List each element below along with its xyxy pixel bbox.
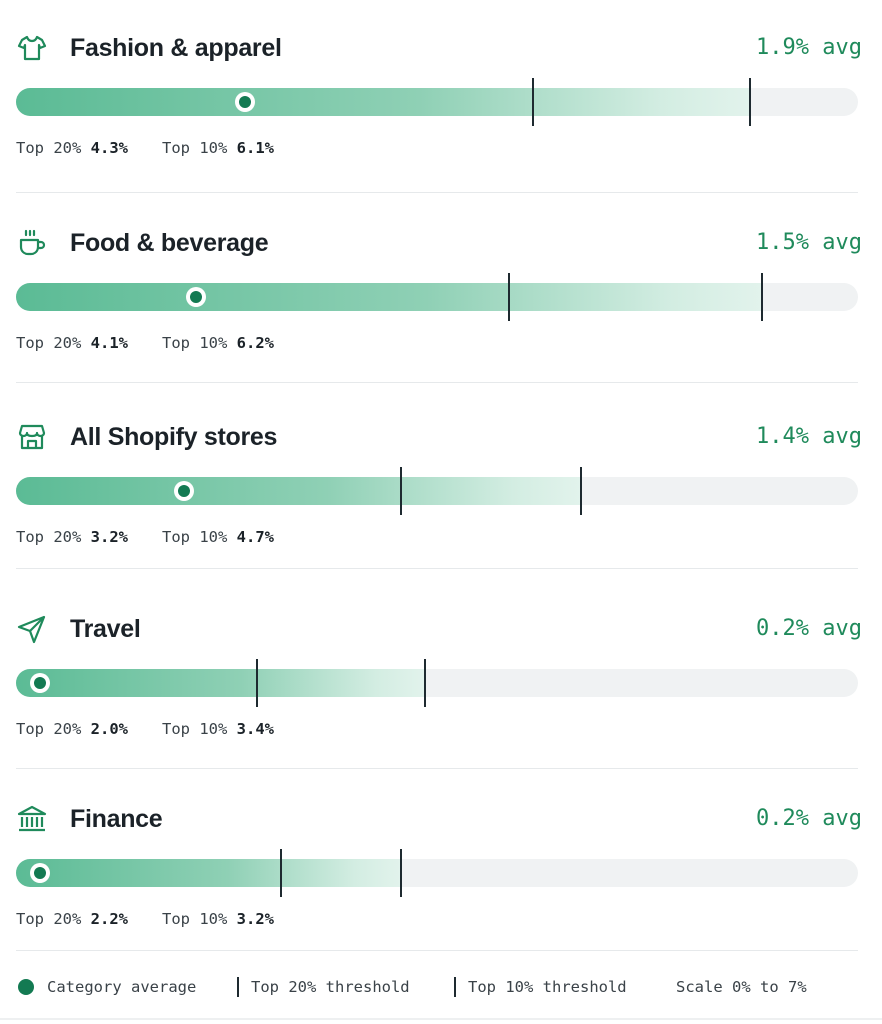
legend-top10-label: Top 10% threshold: [468, 978, 627, 996]
threshold-stats: Top 20% 3.2% Top 10% 4.7%: [16, 527, 274, 547]
average-marker: [30, 673, 51, 693]
top10-caption: Top 10%: [162, 910, 228, 928]
top20-value: 2.0%: [90, 720, 128, 738]
top10-caption: Top 10%: [162, 334, 228, 352]
top10-threshold-mark: [423, 659, 426, 707]
top10-threshold-mark: [580, 467, 583, 515]
threshold-stats: Top 20% 4.3% Top 10% 6.1%: [16, 138, 274, 158]
legend-average-swatch: [18, 979, 34, 995]
top10-value: 3.2%: [236, 910, 274, 928]
top10-value: 3.4%: [236, 720, 274, 738]
bar-track: [16, 659, 858, 707]
bar-track: [16, 273, 858, 321]
top20-threshold-mark: [532, 78, 535, 126]
top20-caption: Top 20%: [16, 334, 82, 352]
legend-average-label: Category average: [47, 978, 197, 996]
threshold-stats: Top 20% 4.1% Top 10% 6.2%: [16, 333, 274, 353]
average-label: 1.9% avg: [756, 35, 862, 60]
top10-value: 6.1%: [236, 139, 274, 157]
legend-scale-label: Scale 0% to 7%: [676, 978, 807, 996]
average-marker: [174, 481, 195, 501]
bar-track: [16, 849, 858, 897]
average-marker: [186, 287, 207, 307]
top10-threshold-mark: [760, 273, 763, 321]
bar-fill: [16, 283, 762, 311]
top10-caption: Top 10%: [162, 139, 228, 157]
row-divider: [16, 192, 858, 193]
row-divider: [16, 568, 858, 569]
bar-fill: [16, 477, 582, 505]
bar-fill: [16, 859, 401, 887]
bar-track: [16, 78, 858, 126]
top20-caption: Top 20%: [16, 910, 82, 928]
legend: Category average Top 20% threshold Top 1…: [16, 976, 866, 998]
cup-icon: [16, 227, 48, 259]
category-name: Travel: [70, 615, 141, 643]
average-label: 0.2% avg: [756, 616, 862, 641]
top10-caption: Top 10%: [162, 528, 228, 546]
bar-fill: [16, 669, 425, 697]
row-divider: [16, 768, 858, 769]
row-divider: [16, 950, 858, 951]
threshold-stats: Top 20% 2.2% Top 10% 3.2%: [16, 909, 274, 929]
bank-icon: [16, 803, 48, 835]
legend-top10-swatch: [454, 977, 456, 997]
top20-threshold-mark: [255, 659, 258, 707]
paper-plane-icon: [16, 613, 48, 645]
category-name: Food & beverage: [70, 229, 269, 257]
top20-threshold-mark: [508, 273, 511, 321]
category-name: All Shopify stores: [70, 423, 278, 451]
top10-value: 4.7%: [236, 528, 274, 546]
average-label: 0.2% avg: [756, 806, 862, 831]
average-label: 1.5% avg: [756, 230, 862, 255]
top20-value: 4.1%: [90, 334, 128, 352]
category-name: Finance: [70, 805, 163, 833]
bar-fill: [16, 88, 750, 116]
top20-caption: Top 20%: [16, 139, 82, 157]
average-marker: [30, 863, 51, 883]
top20-caption: Top 20%: [16, 528, 82, 546]
average-label: 1.4% avg: [756, 424, 862, 449]
storefront-icon: [16, 421, 48, 453]
average-marker: [234, 92, 255, 112]
category-name: Fashion & apparel: [70, 34, 282, 62]
top20-value: 4.3%: [90, 139, 128, 157]
bar-track: [16, 467, 858, 515]
top10-value: 6.2%: [236, 334, 274, 352]
top20-threshold-mark: [399, 467, 402, 515]
bottom-border: [0, 1018, 882, 1020]
top10-threshold-mark: [399, 849, 402, 897]
threshold-stats: Top 20% 2.0% Top 10% 3.4%: [16, 719, 274, 739]
top20-value: 2.2%: [90, 910, 128, 928]
top10-caption: Top 10%: [162, 720, 228, 738]
row-divider: [16, 382, 858, 383]
shirt-icon: [16, 32, 48, 64]
legend-top20-label: Top 20% threshold: [251, 978, 410, 996]
legend-top20-swatch: [237, 977, 239, 997]
top20-threshold-mark: [279, 849, 282, 897]
top10-threshold-mark: [748, 78, 751, 126]
top20-caption: Top 20%: [16, 720, 82, 738]
top20-value: 3.2%: [90, 528, 128, 546]
